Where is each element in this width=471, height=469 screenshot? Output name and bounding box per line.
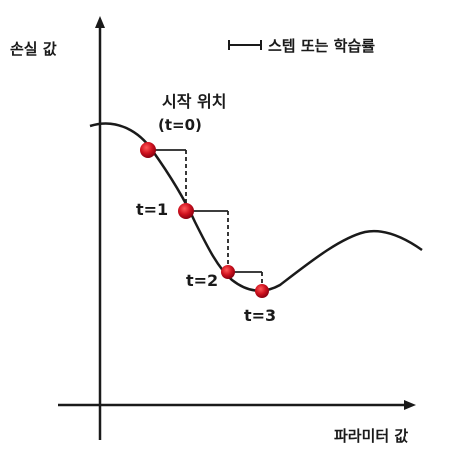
step3-label: t=3 — [244, 306, 277, 325]
step-length-icon — [228, 40, 262, 50]
x-axis-arrow — [404, 400, 416, 410]
point-t2 — [221, 265, 235, 279]
y-axis-label: 손실 값 — [10, 40, 57, 58]
point-t0 — [140, 142, 156, 158]
start-step-label: (t=0) — [158, 116, 202, 134]
start-position-label: 시작 위치 — [162, 92, 227, 111]
step1-label: t=1 — [136, 200, 169, 219]
x-axis-label: 파라미터 값 — [334, 427, 409, 445]
legend-label: 스텝 또는 학습률 — [268, 36, 376, 55]
point-t3 — [255, 284, 269, 298]
point-t1 — [178, 203, 194, 219]
y-axis-arrow — [95, 16, 105, 28]
step2-label: t=2 — [186, 271, 219, 290]
legend: 스텝 또는 학습률 — [228, 34, 375, 56]
